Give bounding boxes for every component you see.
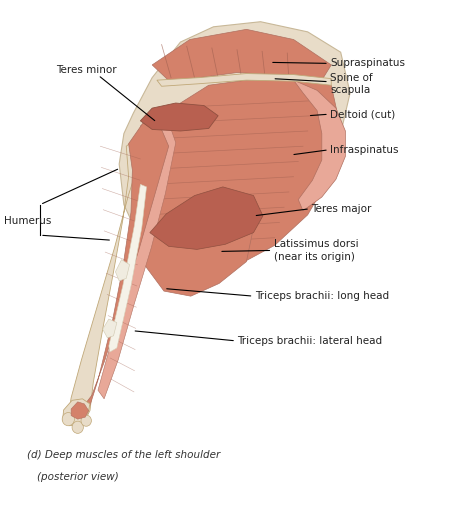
Polygon shape (136, 196, 254, 296)
Text: Triceps brachii: long head: Triceps brachii: long head (255, 291, 389, 301)
Text: Triceps brachii: lateral head: Triceps brachii: lateral head (237, 336, 382, 346)
Text: Teres major: Teres major (311, 204, 372, 214)
Polygon shape (98, 115, 176, 399)
Text: (posterior view): (posterior view) (36, 472, 118, 481)
Text: Latissimus dorsi
(near its origin): Latissimus dorsi (near its origin) (274, 239, 358, 262)
Text: Humerus: Humerus (4, 216, 51, 226)
Text: (d) Deep muscles of the left shoulder: (d) Deep muscles of the left shoulder (27, 450, 220, 460)
Text: Deltoid (cut): Deltoid (cut) (330, 109, 395, 119)
Circle shape (62, 412, 74, 426)
Text: Supraspinatus: Supraspinatus (330, 58, 405, 68)
Polygon shape (109, 184, 146, 352)
Polygon shape (150, 187, 263, 249)
Polygon shape (157, 74, 331, 86)
Polygon shape (68, 138, 145, 423)
Text: Spine of
scapula: Spine of scapula (330, 73, 373, 95)
Polygon shape (85, 123, 169, 405)
Polygon shape (293, 80, 346, 211)
Polygon shape (143, 80, 341, 281)
Text: Infraspinatus: Infraspinatus (330, 145, 399, 155)
Polygon shape (103, 319, 117, 338)
Polygon shape (116, 260, 129, 281)
Circle shape (81, 415, 91, 426)
Circle shape (72, 421, 83, 433)
Polygon shape (119, 22, 350, 286)
Text: Teres minor: Teres minor (55, 65, 116, 75)
Polygon shape (71, 402, 89, 419)
Polygon shape (140, 103, 218, 131)
Polygon shape (152, 29, 331, 83)
Polygon shape (63, 399, 90, 426)
